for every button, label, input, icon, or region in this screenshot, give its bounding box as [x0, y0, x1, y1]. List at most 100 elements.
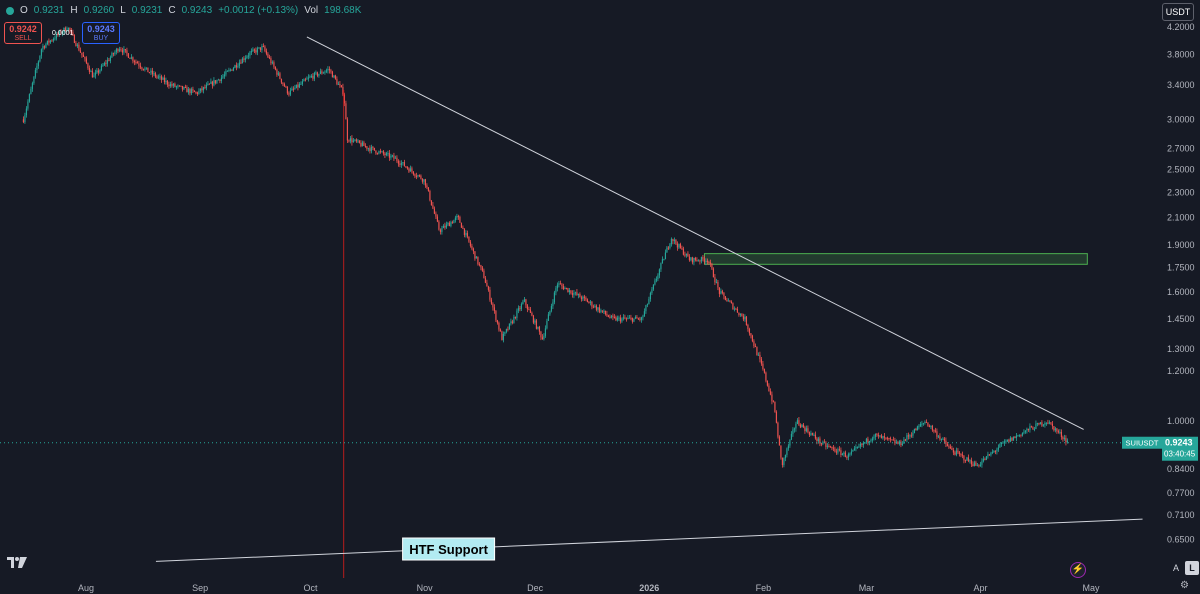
log-scale-button[interactable]: L — [1185, 561, 1199, 575]
candle-body — [474, 251, 476, 259]
candle-body — [451, 222, 454, 224]
symbol-tag[interactable]: SUIUSDT — [1122, 436, 1162, 449]
candle-body — [690, 257, 692, 261]
candle-body — [1020, 434, 1022, 436]
candle-body — [400, 163, 403, 165]
candle-body — [522, 301, 524, 305]
bolt-icon[interactable]: ⚡ — [1070, 562, 1086, 578]
candle-body — [468, 236, 470, 242]
candle-body — [363, 142, 365, 146]
y-tick-label: 3.8000 — [1167, 49, 1195, 59]
candle-body — [694, 257, 697, 260]
sell-button[interactable]: 0.9242 SELL — [4, 22, 42, 44]
candle-body — [805, 428, 808, 432]
candle-body — [975, 462, 977, 466]
candle-body — [1060, 431, 1063, 438]
candle-body — [660, 263, 662, 270]
quote-currency-button[interactable]: USDT — [1162, 3, 1194, 21]
candle-body — [519, 308, 521, 310]
resistance-zone[interactable] — [703, 253, 1088, 265]
candle-body — [265, 50, 268, 54]
candle-body — [430, 200, 433, 206]
candle-body — [538, 326, 541, 332]
htf-support-label[interactable]: HTF Support — [402, 537, 496, 561]
support-trendline[interactable] — [155, 518, 1143, 562]
candle-body — [862, 442, 865, 445]
candle-body — [891, 439, 893, 441]
candle-body — [753, 341, 755, 346]
candle-body — [987, 454, 989, 457]
candle-body — [655, 279, 658, 281]
candle-body — [288, 93, 290, 95]
candle-body — [709, 262, 712, 264]
candle-body — [79, 50, 82, 53]
candle-body — [666, 247, 668, 253]
candle-body — [450, 222, 452, 227]
candle-body — [582, 296, 584, 300]
candle-body — [537, 326, 539, 329]
candle-body — [681, 248, 683, 250]
candle-body — [330, 70, 332, 72]
candle-body — [1054, 428, 1057, 431]
candle-body — [904, 439, 907, 441]
candle-body — [985, 456, 988, 460]
high-value: 0.9260 — [83, 5, 115, 16]
candle-body — [250, 51, 253, 53]
candle-body — [1042, 424, 1045, 426]
sell-label: SELL — [14, 35, 32, 42]
candle-body — [912, 433, 914, 436]
candle-body — [808, 432, 811, 435]
candle-body — [438, 221, 440, 230]
candle-body — [570, 290, 572, 294]
candle-body — [337, 83, 340, 85]
candle-body — [598, 307, 601, 312]
candle-body — [36, 66, 38, 71]
candle-body — [39, 55, 41, 62]
candle-body — [466, 233, 469, 237]
candle-body — [510, 321, 512, 324]
gear-icon[interactable]: ⚙ — [1180, 580, 1189, 591]
candle-body — [807, 428, 809, 433]
candle-body — [859, 443, 862, 447]
candle-body — [738, 312, 740, 315]
candle-body — [193, 90, 196, 93]
x-tick-label: Sep — [192, 583, 208, 593]
candle-body — [933, 430, 935, 432]
candle-body — [831, 447, 833, 449]
candle-body — [190, 89, 193, 94]
candle-body — [885, 437, 887, 439]
candle-body — [511, 321, 514, 323]
candle-body — [955, 450, 958, 455]
candle-body — [552, 302, 554, 307]
buy-button[interactable]: 0.9243 BUY — [82, 22, 120, 44]
candle-body — [480, 265, 482, 268]
tradingview-logo-icon[interactable] — [6, 554, 28, 570]
candle-body — [28, 94, 31, 102]
price-tag[interactable]: 0.9243 03:40:45 — [1162, 436, 1198, 461]
candle-body — [46, 40, 49, 45]
candle-body — [951, 448, 953, 450]
candle-body — [397, 161, 400, 164]
candle-body — [783, 458, 785, 466]
candle-body — [969, 460, 971, 462]
candle-body — [103, 63, 106, 66]
candle-body — [456, 216, 458, 218]
candle-body — [385, 153, 388, 156]
candle-body — [819, 438, 821, 444]
candle-body — [138, 63, 140, 66]
candle-body — [918, 426, 920, 428]
candle-body — [199, 88, 202, 91]
candle-body — [1045, 422, 1048, 424]
candle-body — [64, 27, 67, 32]
candle-body — [504, 331, 506, 334]
x-tick-label: Feb — [756, 583, 772, 593]
candle-body — [126, 50, 128, 54]
candle-body — [880, 435, 883, 439]
candle-body — [187, 88, 190, 93]
candle-body — [732, 303, 734, 310]
descending-trendline[interactable] — [306, 36, 1084, 430]
candle-body — [310, 75, 313, 77]
auto-scale-button[interactable]: A — [1172, 563, 1179, 573]
